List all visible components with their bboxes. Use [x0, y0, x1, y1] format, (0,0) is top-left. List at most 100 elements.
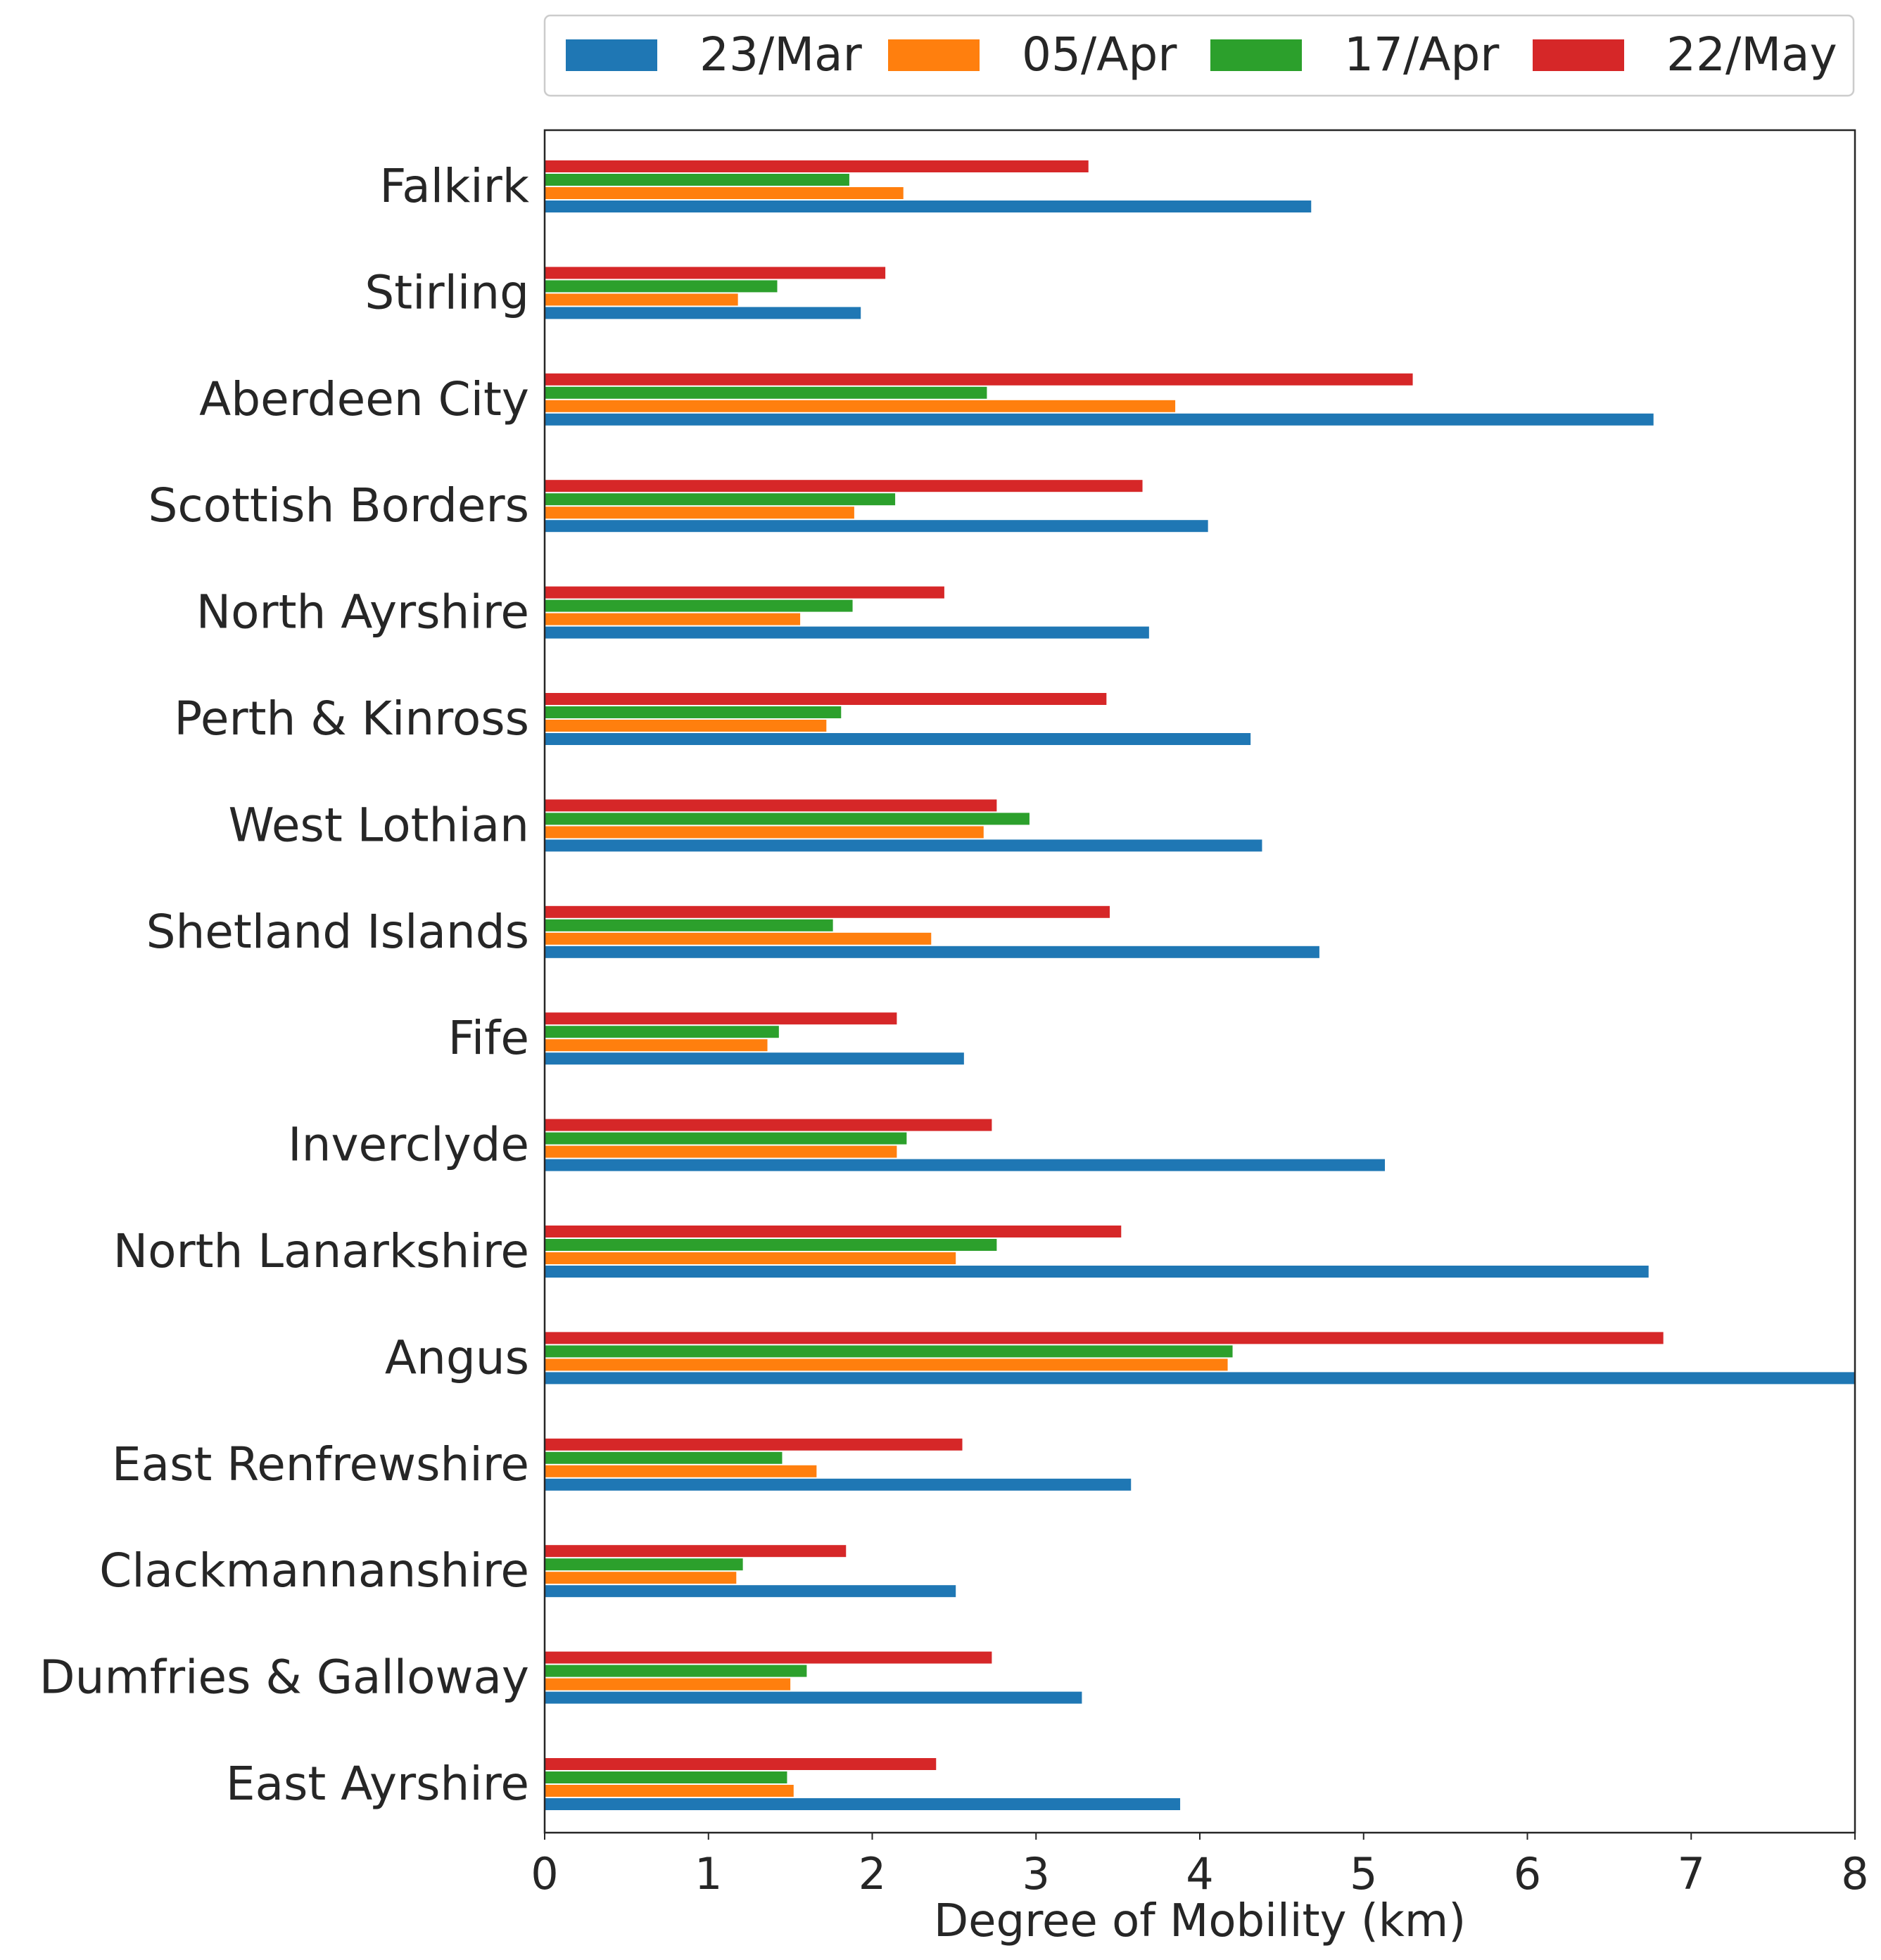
legend-swatch-17-apr [1210, 39, 1302, 71]
bar-angus-17-apr [545, 1345, 1233, 1358]
bar-north-ayrshire-05-apr [545, 613, 801, 625]
legend-swatch-23-mar [566, 39, 657, 71]
bar-inverclyde-05-apr [545, 1145, 897, 1158]
x-axis-ticks: 0 1 2 3 4 5 6 7 8 [531, 1833, 1869, 1899]
bar-aberdeen-city-17-apr [545, 386, 987, 399]
category-label-dumfries-and-galloway: Dumfries & Galloway [39, 1650, 529, 1705]
bar-fife-05-apr [545, 1039, 768, 1052]
bar-dumfries-and-galloway-23-mar [545, 1691, 1082, 1704]
x-tick-label: 0 [531, 1848, 558, 1899]
bar-inverclyde-23-mar [545, 1159, 1386, 1171]
x-tick-label: 2 [859, 1848, 886, 1899]
category-labels: Falkirk Stirling Aberdeen City Scottish Bor… [39, 159, 530, 1811]
bar-west-lothian-05-apr [545, 826, 984, 839]
category-label-angus: Angus [385, 1330, 529, 1385]
bar-east-ayrshire-05-apr [545, 1785, 794, 1797]
bar-dumfries-and-galloway-22-may [545, 1651, 992, 1664]
category-label-north-lanarkshire: North Lanarkshire [113, 1224, 529, 1278]
x-axis-label: Degree of Mobility (km) [934, 1895, 1466, 1947]
bar-stirling-17-apr [545, 280, 778, 293]
bar-fife-17-apr [545, 1026, 779, 1038]
category-label-clackmannanshire: Clackmannanshire [99, 1544, 529, 1598]
bar-west-lothian-22-may [545, 799, 997, 812]
bar-east-renfrewshire-22-may [545, 1438, 963, 1451]
bar-perth-and-kinross-22-may [545, 693, 1107, 705]
x-tick-label: 7 [1678, 1848, 1705, 1899]
category-label-stirling: Stirling [365, 265, 529, 319]
bars-layer [545, 160, 1855, 1810]
bar-north-ayrshire-22-may [545, 586, 944, 599]
bar-shetland-islands-22-may [545, 905, 1110, 918]
bar-aberdeen-city-05-apr [545, 400, 1176, 412]
bar-scottish-borders-05-apr [545, 507, 854, 519]
category-label-east-renfrewshire: East Renfrewshire [112, 1437, 529, 1491]
legend-swatch-05-apr [888, 39, 980, 71]
bar-scottish-borders-17-apr [545, 493, 896, 506]
bar-dumfries-and-galloway-05-apr [545, 1678, 791, 1691]
bar-aberdeen-city-22-may [545, 373, 1413, 386]
bar-falkirk-22-may [545, 160, 1089, 172]
category-label-north-ayrshire: North Ayrshire [196, 585, 529, 639]
bar-clackmannanshire-05-apr [545, 1572, 737, 1584]
bar-shetland-islands-05-apr [545, 932, 932, 945]
bar-north-ayrshire-23-mar [545, 626, 1149, 639]
legend-label-05-apr: 05/Apr [1022, 27, 1177, 82]
category-label-perth-and-kinross: Perth & Kinross [174, 692, 529, 746]
bar-falkirk-23-mar [545, 201, 1312, 212]
bar-perth-and-kinross-23-mar [545, 733, 1251, 745]
bar-stirling-05-apr [545, 293, 738, 306]
bar-clackmannanshire-17-apr [545, 1558, 743, 1571]
bar-shetland-islands-17-apr [545, 919, 833, 931]
plot-frame [543, 129, 1856, 1834]
bar-east-renfrewshire-23-mar [545, 1478, 1132, 1491]
x-tick-label: 8 [1841, 1848, 1868, 1899]
bar-stirling-22-may [545, 267, 886, 279]
bar-angus-22-may [545, 1332, 1664, 1344]
bar-fife-23-mar [545, 1052, 964, 1065]
bar-west-lothian-17-apr [545, 813, 1030, 825]
category-label-fife: Fife [448, 1011, 529, 1065]
legend-swatch-22-may [1533, 39, 1624, 71]
category-label-scottish-borders: Scottish Borders [148, 478, 529, 533]
bar-east-ayrshire-23-mar [545, 1798, 1181, 1810]
category-label-aberdeen-city: Aberdeen City [199, 372, 529, 426]
legend-frame [543, 14, 1855, 97]
bar-angus-23-mar [545, 1372, 1855, 1385]
x-tick-label: 5 [1350, 1848, 1377, 1899]
legend: 23/Mar 05/Apr 17/Apr 22/May [543, 14, 1855, 97]
bar-north-lanarkshire-23-mar [545, 1266, 1649, 1278]
bar-stirling-23-mar [545, 307, 861, 319]
bar-inverclyde-17-apr [545, 1132, 907, 1145]
category-label-falkirk: Falkirk [379, 159, 529, 213]
bar-perth-and-kinross-17-apr [545, 706, 842, 718]
bar-clackmannanshire-22-may [545, 1545, 847, 1558]
bar-north-lanarkshire-05-apr [545, 1252, 956, 1264]
bar-east-renfrewshire-05-apr [545, 1465, 817, 1477]
category-label-west-lothian: West Lothian [228, 798, 529, 852]
legend-label-22-may: 22/May [1666, 27, 1837, 82]
legend-label-17-apr: 17/Apr [1344, 27, 1500, 82]
bar-east-ayrshire-17-apr [545, 1771, 787, 1783]
bar-falkirk-05-apr [545, 187, 904, 199]
bar-scottish-borders-23-mar [545, 520, 1208, 533]
category-label-east-ayrshire: East Ayrshire [226, 1757, 529, 1811]
legend-label-23-mar: 23/Mar [699, 27, 863, 82]
bar-aberdeen-city-23-mar [545, 413, 1654, 426]
category-label-shetland-islands: Shetland Islands [146, 905, 529, 959]
bar-west-lothian-23-mar [545, 839, 1262, 852]
bar-north-lanarkshire-22-may [545, 1226, 1122, 1237]
bar-dumfries-and-galloway-17-apr [545, 1665, 807, 1677]
bar-perth-and-kinross-05-apr [545, 720, 827, 732]
x-tick-label: 3 [1022, 1848, 1050, 1899]
bar-north-lanarkshire-17-apr [545, 1239, 997, 1251]
bar-scottish-borders-22-may [545, 480, 1143, 492]
x-tick-label: 6 [1514, 1848, 1541, 1899]
bar-east-ayrshire-22-may [545, 1758, 937, 1770]
bar-inverclyde-22-may [545, 1119, 992, 1131]
bar-fife-22-may [545, 1012, 897, 1025]
bar-shetland-islands-23-mar [545, 946, 1319, 958]
bar-falkirk-17-apr [545, 174, 849, 186]
category-label-inverclyde: Inverclyde [288, 1118, 529, 1172]
